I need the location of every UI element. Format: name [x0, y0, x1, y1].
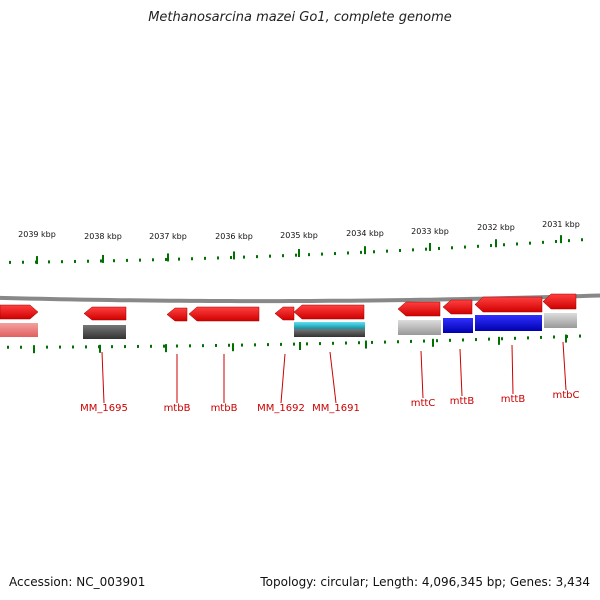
gene-product-box [83, 325, 126, 339]
scale-label: 2033 kbp [411, 227, 449, 236]
gene-arrow [542, 293, 577, 310]
scale-label: 2036 kbp [215, 232, 253, 241]
gene-product-box [443, 318, 473, 333]
gene-label: mtbC [553, 390, 580, 401]
genome-title: Methanosarcina mazei Go1, complete genom… [148, 10, 452, 25]
scale-label: 2034 kbp [346, 229, 384, 238]
gene-label: mtbB [164, 403, 191, 414]
scale-label: 2032 kbp [477, 223, 515, 232]
gene-arrow [0, 304, 39, 320]
genome-summary-text: Topology: circular; Length: 4,096,345 bp… [260, 575, 590, 589]
gene-arrow [83, 306, 127, 321]
gene-product-box [0, 323, 38, 337]
gene-label: MM_1691 [312, 403, 360, 414]
gene-label-leader [562, 341, 567, 391]
gene-arrow [442, 299, 473, 315]
gene-label: mttB [501, 394, 526, 405]
scale-label: 2031 kbp [542, 220, 580, 229]
gene-product-box [475, 315, 542, 331]
gene-label: MM_1695 [80, 403, 128, 414]
gene-arrow [274, 306, 295, 321]
gene-label: mtbB [211, 403, 238, 414]
gene-label: mttC [411, 398, 436, 409]
gene-label-leader [511, 344, 514, 395]
gene-product-box [398, 320, 441, 335]
gene-label-leader [459, 348, 463, 397]
gene-label: MM_1692 [257, 403, 305, 414]
gene-label-leader [101, 351, 105, 404]
scale-label: 2037 kbp [149, 232, 187, 241]
gene-arrow [293, 304, 365, 320]
accession-text: Accession: NC_003901 [9, 575, 146, 589]
gene-arrow [397, 301, 441, 317]
gene-label-leader [329, 351, 337, 404]
scale-label: 2039 kbp [18, 230, 56, 239]
gene-arrow [188, 306, 260, 322]
scale-label: 2038 kbp [84, 232, 122, 241]
gene-product-box [544, 313, 577, 328]
gene-arrow [474, 296, 543, 313]
gene-label-leader [420, 350, 424, 399]
scale-label: 2035 kbp [280, 231, 318, 240]
gene-arrow [166, 307, 188, 322]
gene-label: mttB [450, 396, 475, 407]
gene-product-box [294, 329, 365, 337]
gene-product-box [294, 322, 365, 329]
gene-label-leader [280, 353, 286, 404]
